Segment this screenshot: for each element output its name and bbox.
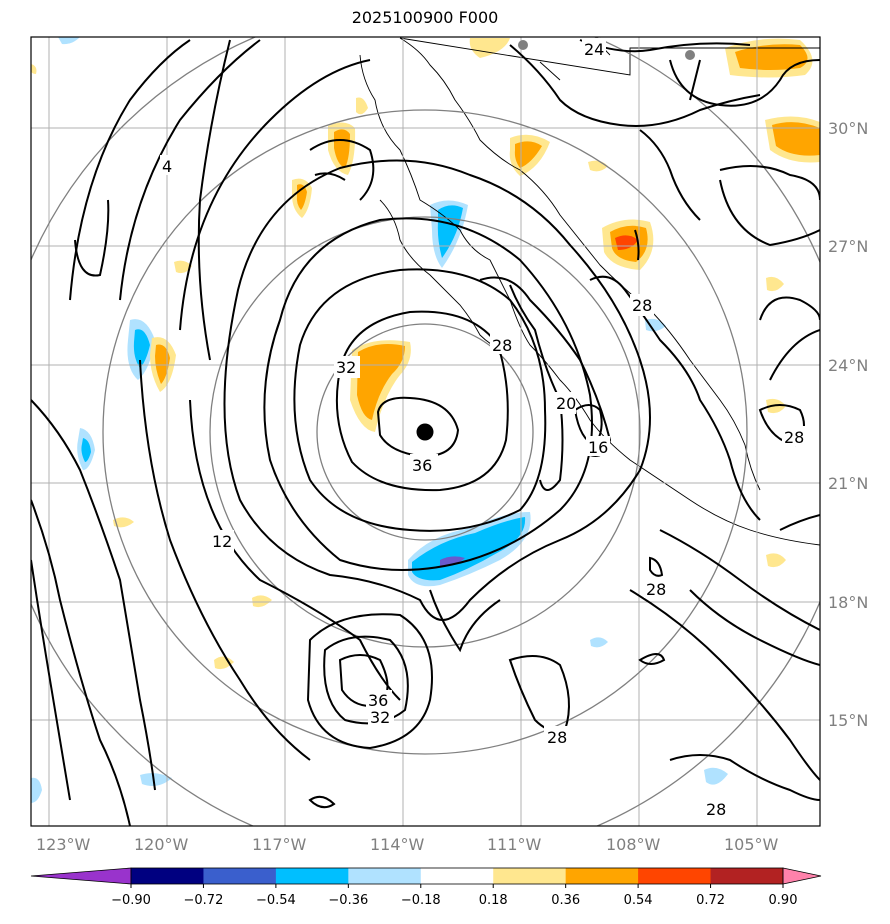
map-area: 4 12 16 20 24 28 28 28 28 28 28 32 32 [31, 37, 820, 826]
colorbar-tick-label: −0.18 [401, 893, 441, 908]
contour-label: 36 [368, 691, 388, 710]
colorbar-tick-label: −0.54 [256, 893, 296, 908]
lon-tick-label: 114°W [370, 835, 425, 854]
station-marker [518, 40, 528, 50]
contour-label: 12 [212, 532, 232, 551]
lat-tick-label: 24°N [828, 356, 868, 375]
contour-label: 36 [412, 456, 432, 475]
contour-label: 32 [370, 708, 390, 727]
colorbar-segment [420, 868, 494, 884]
colorbar-tick-label: −0.90 [111, 893, 151, 908]
contour-label: 28 [646, 580, 666, 599]
station-marker [685, 50, 695, 60]
lat-tick-label: 21°N [828, 474, 868, 493]
colorbar-tick-label: 0.36 [551, 893, 580, 908]
range-rings [31, 37, 820, 826]
colorbar-extend-high [782, 867, 822, 885]
lon-tick-labels: 123°W 120°W 117°W 114°W 111°W 108°W 105°… [36, 835, 779, 854]
contour-label: 28 [706, 800, 726, 819]
colorbar-segment [493, 868, 567, 884]
contour-label: 4 [162, 157, 172, 176]
lon-tick-label: 117°W [252, 835, 307, 854]
lat-tick-label: 30°N [828, 119, 868, 138]
colorbar-tick-label: 0.18 [479, 893, 508, 908]
colorbar-tick-label: 0.54 [624, 893, 653, 908]
contour-label: 20 [556, 394, 576, 413]
map-title: 2025100900 F000 [351, 8, 499, 27]
colorbar-segment [710, 868, 784, 884]
colorbar: −0.90 −0.72 −0.54 −0.36 −0.18 0.18 0.36 0.54 0.7… [30, 867, 822, 908]
contour-label: 28 [547, 728, 567, 747]
lat-tick-label: 15°N [828, 711, 868, 730]
contour-label: 32 [336, 358, 356, 377]
colorbar-tick-label: 0.72 [696, 893, 725, 908]
storm-center-marker [416, 423, 434, 441]
contour-label: 28 [632, 296, 652, 315]
colorbar-segment [638, 868, 712, 884]
contour-label-group: 4 12 16 20 24 28 28 28 28 28 28 32 32 [160, 38, 808, 819]
map-frame [30, 36, 821, 827]
lat-tick-label: 27°N [828, 237, 868, 256]
contour-label: 28 [784, 428, 804, 447]
lat-tick-label: 18°N [828, 593, 868, 612]
colorbar-segment [348, 868, 422, 884]
colorbar-segment [131, 868, 204, 884]
contour-label: 16 [588, 438, 608, 457]
colorbar-tick-label: 0.90 [769, 893, 798, 908]
colorbar-extend-low [30, 867, 132, 885]
contour-lines [31, 39, 820, 826]
shaded-fields [31, 37, 820, 803]
colorbar-segment [203, 868, 277, 884]
colorbar-tick-label: −0.36 [328, 893, 368, 908]
colorbar-tick-label: −0.72 [184, 893, 224, 908]
colorbar-segment [275, 868, 349, 884]
contour-label: 28 [492, 336, 512, 355]
contour-label: 24 [584, 40, 604, 59]
lon-tick-label: 111°W [487, 835, 542, 854]
lon-tick-label: 120°W [134, 835, 189, 854]
colorbar-frame [130, 867, 784, 885]
lon-tick-label: 123°W [36, 835, 91, 854]
lon-tick-label: 108°W [606, 835, 661, 854]
lat-tick-labels: 30°N 27°N 24°N 21°N 18°N 15°N [828, 119, 868, 730]
lon-tick-label: 105°W [724, 835, 779, 854]
colorbar-segment [565, 868, 639, 884]
